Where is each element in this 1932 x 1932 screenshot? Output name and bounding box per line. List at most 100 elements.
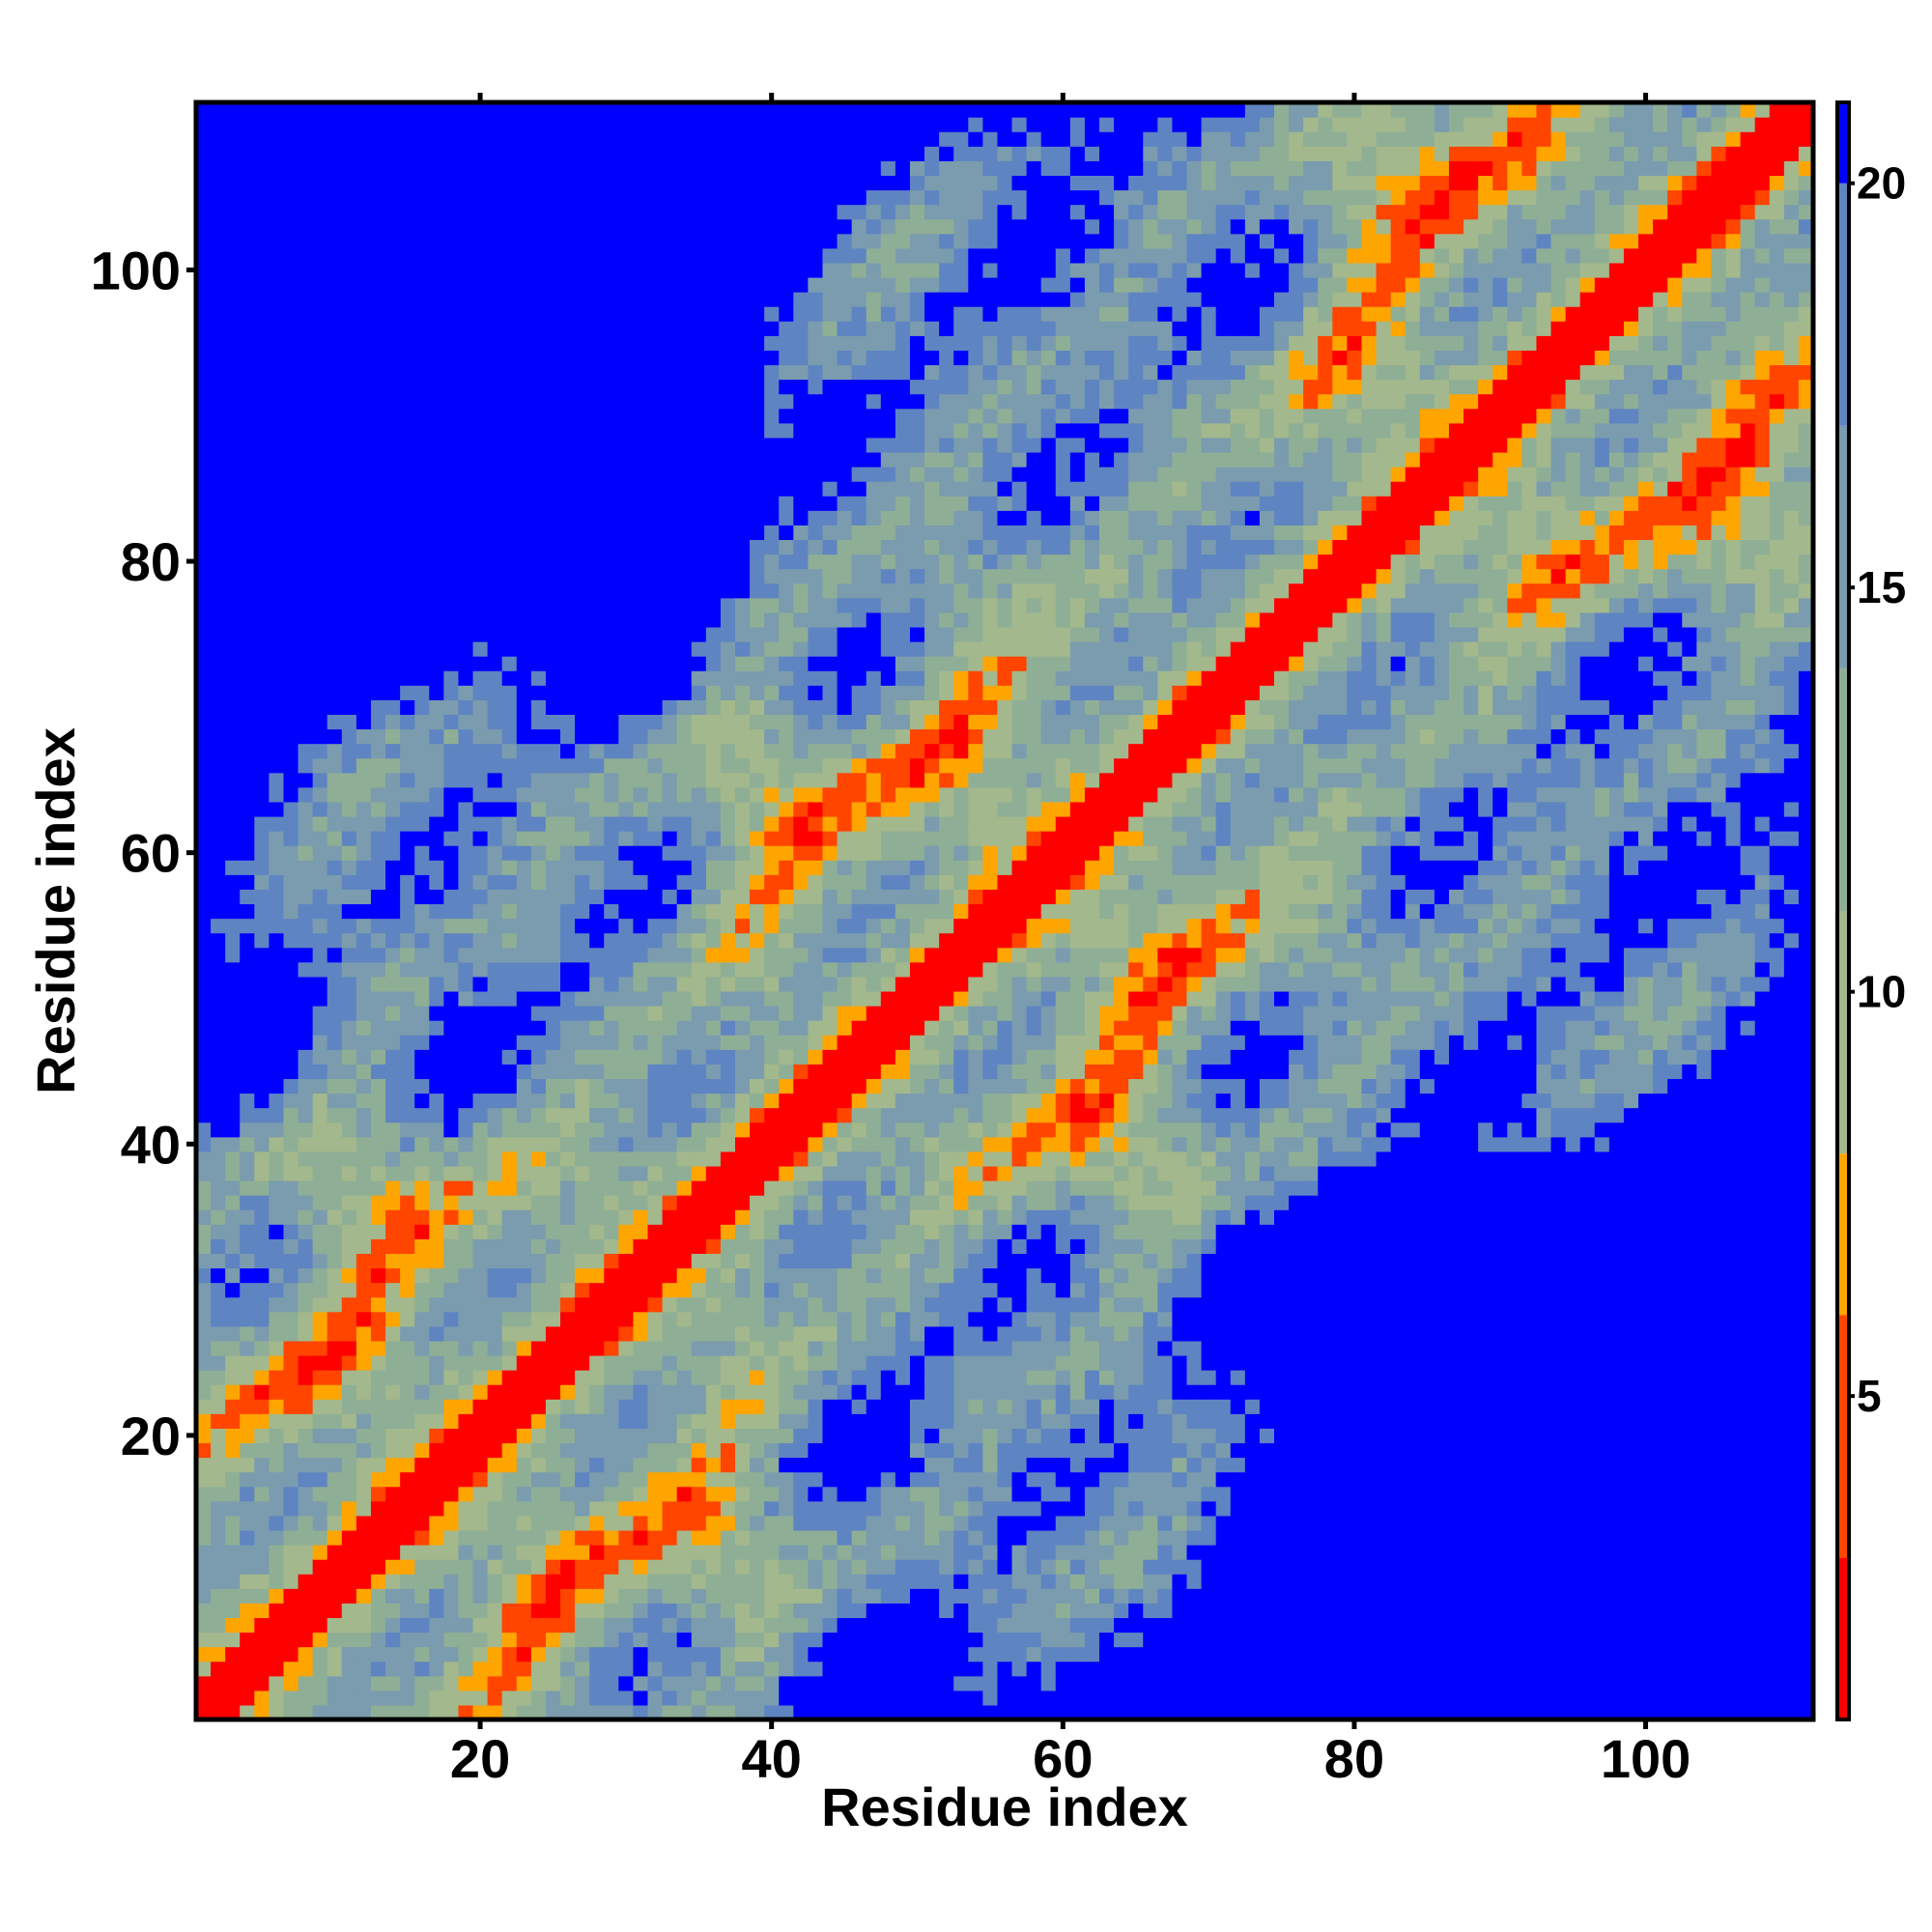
heatmap-cell bbox=[1128, 1617, 1144, 1634]
heatmap-cell bbox=[355, 1195, 372, 1210]
heatmap-cell bbox=[1608, 1617, 1625, 1634]
heatmap-cell bbox=[735, 1603, 751, 1619]
heatmap-cell bbox=[458, 160, 474, 176]
heatmap-cell bbox=[1667, 1384, 1683, 1400]
heatmap-cell bbox=[298, 321, 314, 336]
heatmap-cell bbox=[211, 1529, 226, 1546]
heatmap-cell bbox=[1361, 1354, 1378, 1371]
heatmap-cell bbox=[501, 903, 518, 920]
heatmap-cell bbox=[341, 831, 357, 846]
heatmap-cell bbox=[283, 1282, 299, 1298]
heatmap-cell bbox=[487, 175, 503, 191]
heatmap-cell bbox=[1084, 1413, 1100, 1429]
heatmap-cell bbox=[516, 1529, 532, 1546]
heatmap-cell bbox=[400, 1035, 415, 1050]
heatmap-cell bbox=[341, 1020, 357, 1036]
heatmap-cell bbox=[1405, 1399, 1421, 1414]
heatmap-cell bbox=[1798, 1690, 1814, 1706]
heatmap-cell bbox=[545, 1340, 561, 1356]
heatmap-cell bbox=[254, 1486, 270, 1502]
heatmap-cell bbox=[1215, 1545, 1232, 1560]
heatmap-cell bbox=[414, 1399, 430, 1414]
heatmap-cell bbox=[982, 1690, 999, 1706]
heatmap-cell bbox=[516, 1442, 532, 1459]
heatmap-cell bbox=[312, 408, 328, 424]
heatmap-cell bbox=[1084, 1500, 1100, 1517]
heatmap-cell bbox=[895, 1442, 911, 1459]
heatmap-cell bbox=[1303, 1486, 1319, 1502]
heatmap-cell bbox=[1478, 1603, 1493, 1619]
heatmap-cell bbox=[575, 1413, 590, 1429]
heatmap-cell bbox=[1390, 1704, 1406, 1720]
heatmap-cell bbox=[1259, 1399, 1275, 1414]
heatmap-cell bbox=[750, 1646, 765, 1662]
heatmap-cell bbox=[1725, 1617, 1742, 1634]
heatmap-cell bbox=[530, 860, 547, 875]
heatmap-cell bbox=[370, 1354, 386, 1371]
heatmap-cell bbox=[1040, 1675, 1057, 1691]
heatmap-cell bbox=[633, 1354, 649, 1371]
heatmap-cell bbox=[429, 1049, 444, 1065]
heatmap-cell bbox=[370, 1486, 386, 1502]
heatmap-cell bbox=[211, 1515, 226, 1531]
heatmap-cell bbox=[1769, 1661, 1785, 1677]
heatmap-cell bbox=[225, 597, 241, 613]
heatmap-cell bbox=[779, 1529, 794, 1546]
heatmap-cell bbox=[1536, 1354, 1552, 1371]
heatmap-cell bbox=[327, 1267, 343, 1284]
heatmap-cell bbox=[1069, 1471, 1086, 1488]
heatmap-cell bbox=[355, 772, 372, 788]
heatmap-cell bbox=[997, 1646, 1013, 1662]
heatmap-cell bbox=[1201, 1370, 1217, 1385]
heatmap-cell bbox=[487, 1617, 503, 1634]
heatmap-cell bbox=[327, 1006, 343, 1021]
heatmap-cell bbox=[414, 131, 430, 147]
heatmap-cell bbox=[240, 1340, 255, 1356]
heatmap-cell bbox=[341, 160, 357, 176]
heatmap-cell bbox=[1274, 1428, 1290, 1444]
heatmap-cell bbox=[662, 1529, 678, 1546]
heatmap-cell bbox=[355, 641, 372, 657]
heatmap-cell bbox=[1463, 1384, 1479, 1400]
heatmap-cell bbox=[501, 1122, 518, 1138]
heatmap-cell bbox=[1011, 1515, 1028, 1531]
heatmap-cell bbox=[211, 1457, 226, 1473]
heatmap-cell bbox=[327, 102, 343, 118]
heatmap-cell bbox=[225, 218, 241, 235]
heatmap-cell bbox=[1259, 1515, 1275, 1531]
heatmap-cell bbox=[545, 1704, 561, 1720]
heatmap-cell bbox=[575, 1675, 590, 1691]
heatmap-cell bbox=[312, 146, 328, 161]
heatmap-cell bbox=[1550, 1500, 1567, 1517]
heatmap-cell bbox=[400, 539, 415, 555]
heatmap-cell bbox=[370, 1093, 386, 1109]
heatmap-cell bbox=[341, 597, 357, 613]
heatmap-cell bbox=[283, 568, 299, 584]
heatmap-cell bbox=[618, 1442, 635, 1459]
heatmap-cell bbox=[530, 1296, 547, 1313]
heatmap-cell bbox=[269, 860, 285, 875]
heatmap-cell bbox=[400, 1428, 415, 1444]
heatmap-cell bbox=[298, 772, 314, 788]
heatmap-cell bbox=[312, 1136, 328, 1152]
heatmap-cell bbox=[501, 1049, 518, 1065]
heatmap-cell bbox=[1579, 1515, 1596, 1531]
heatmap-cell bbox=[269, 903, 285, 920]
heatmap-cell bbox=[633, 1588, 649, 1604]
heatmap-cell bbox=[355, 1340, 372, 1356]
heatmap-cell bbox=[443, 786, 460, 803]
heatmap-cell bbox=[355, 1296, 372, 1313]
heatmap-cell bbox=[400, 656, 415, 671]
heatmap-cell bbox=[1594, 1442, 1610, 1459]
heatmap-cell bbox=[501, 1282, 518, 1298]
heatmap-cell bbox=[283, 743, 299, 759]
heatmap-cell bbox=[312, 233, 328, 249]
heatmap-cell bbox=[370, 393, 386, 410]
heatmap-cell bbox=[516, 815, 532, 832]
heatmap-cell bbox=[1318, 1603, 1333, 1619]
heatmap-cell bbox=[676, 1617, 693, 1634]
heatmap-cell bbox=[254, 743, 270, 759]
heatmap-cell bbox=[1798, 1675, 1814, 1691]
heatmap-cell bbox=[575, 1603, 590, 1619]
heatmap-cell bbox=[211, 1486, 226, 1502]
